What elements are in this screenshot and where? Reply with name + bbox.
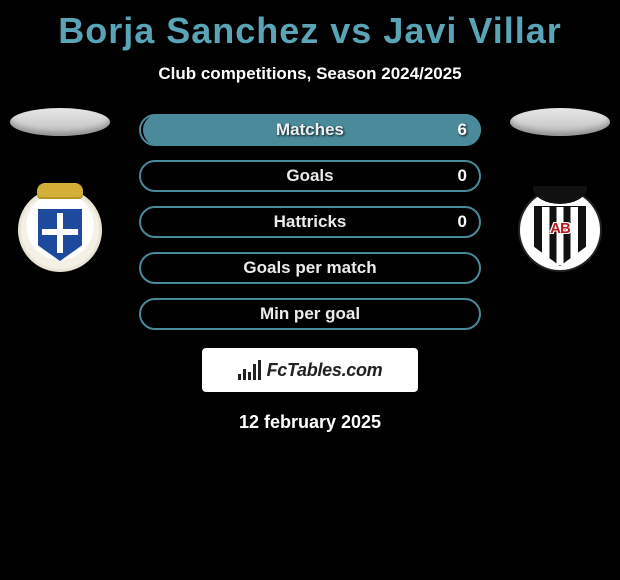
page-title: Borja Sanchez vs Javi Villar <box>0 0 620 52</box>
stat-label: Goals <box>286 166 333 186</box>
stat-label: Min per goal <box>260 304 360 324</box>
player-left-placeholder <box>10 108 110 136</box>
brand-text: FcTables.com <box>267 360 383 381</box>
chart-icon <box>238 360 261 380</box>
player-right-column: AB <box>500 108 620 272</box>
stat-row: Goals per match <box>139 252 481 284</box>
stat-row: Goals 0 <box>139 160 481 192</box>
stat-row: Min per goal <box>139 298 481 330</box>
stat-label: Hattricks <box>274 212 347 232</box>
stat-rows: Matches 6 Goals 0 Hattricks 0 Goals per match M… <box>139 114 481 330</box>
stats-area: AB Matches 6 Goals 0 Hattricks 0 Goals per mat… <box>0 114 620 330</box>
stat-label: Matches <box>276 120 344 140</box>
player-right-placeholder <box>510 108 610 136</box>
date: 12 february 2025 <box>0 412 620 433</box>
club-badge-left <box>18 188 102 272</box>
stat-value-right: 0 <box>458 212 467 232</box>
stat-row: Matches 6 <box>139 114 481 146</box>
subtitle: Club competitions, Season 2024/2025 <box>0 64 620 84</box>
stat-value-right: 6 <box>458 120 467 140</box>
brand-box: FcTables.com <box>202 348 418 392</box>
stat-row: Hattricks 0 <box>139 206 481 238</box>
stat-label: Goals per match <box>243 258 376 278</box>
player-left-column <box>0 108 120 272</box>
stat-value-right: 0 <box>458 166 467 186</box>
club-badge-right: AB <box>518 188 602 272</box>
